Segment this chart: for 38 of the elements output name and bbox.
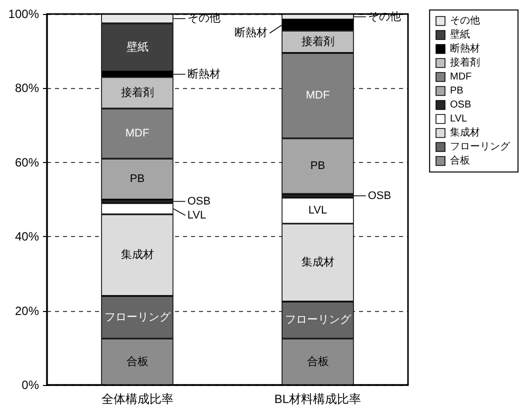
legend-label: フローリング	[450, 142, 511, 152]
text: 断熱材	[234, 27, 268, 40]
legend-label: OSB	[187, 195, 211, 208]
text: 接着剤	[120, 86, 154, 99]
text: その他	[450, 16, 480, 26]
text: LVL	[308, 204, 328, 217]
text: フローリング	[284, 314, 351, 326]
y-tick-label: 0%	[22, 378, 40, 392]
legend-label: LVL	[187, 209, 206, 222]
text: PB	[310, 160, 326, 172]
legend-label: 集成材	[450, 126, 480, 138]
text: 合板	[306, 356, 329, 368]
text: 接着剤	[301, 36, 334, 48]
x-tick-label: 全体構成比率	[101, 392, 174, 406]
text: MDF	[306, 90, 330, 102]
y-tick-label: 60%	[14, 155, 40, 170]
legend-label: 合板	[450, 154, 470, 166]
text: 集成材	[120, 249, 154, 262]
legend-label: PB	[450, 86, 464, 96]
text: OSB	[368, 190, 392, 202]
text: 集成材	[301, 256, 334, 269]
legend-label: 壁紙	[450, 28, 470, 40]
x-tick-label: BL材料構成比率	[274, 392, 362, 406]
text: LVL	[450, 114, 468, 124]
text: 断熱材	[450, 44, 480, 54]
text: 壁紙	[126, 41, 148, 54]
legend-label: 断熱材	[187, 67, 220, 80]
legend-label: MDF	[450, 72, 472, 82]
text: フローリング	[104, 311, 170, 324]
text: OSB	[450, 100, 472, 110]
legend-label: 接着剤	[450, 56, 480, 68]
y-tick-label: 100%	[8, 7, 40, 21]
text: MDF	[125, 128, 150, 140]
y-tick-label: 40%	[14, 230, 40, 244]
text: 合板	[126, 356, 148, 368]
y-tick-label: 80%	[14, 81, 40, 96]
text: PB	[130, 173, 145, 186]
y-tick-label: 20%	[14, 304, 40, 318]
